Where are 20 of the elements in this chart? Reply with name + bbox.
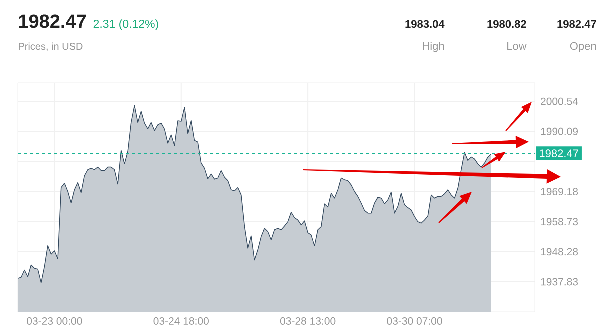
chart-title: 1982.47 <box>19 14 86 28</box>
y-tick-label: 1969.18 <box>541 188 578 196</box>
x-tick-label: 03-24 18:00 <box>154 317 209 325</box>
x-tick-label: 03-23 00:00 <box>27 317 82 325</box>
text: 1980.82 <box>488 20 526 28</box>
text: 1983.04 <box>406 20 445 28</box>
x-tick-label: 03-28 13:00 <box>280 317 336 325</box>
text: Low <box>508 42 527 50</box>
y-tick-label: 2000.54 <box>541 98 578 106</box>
y-tick-label: 1990.09 <box>541 128 578 136</box>
text: 1982.47 <box>558 20 596 28</box>
x-tick-label: 03-30 07:00 <box>387 317 442 325</box>
y-tick-label: 1937.83 <box>541 278 578 286</box>
y-tick-label: 1958.73 <box>541 218 578 226</box>
text: 2.31 (0.12%) <box>94 20 158 30</box>
chart-subtitle: Prices, in USD <box>19 42 83 52</box>
y-tick-label: 1948.28 <box>541 248 578 256</box>
text: Open <box>570 42 596 52</box>
text: High <box>423 42 444 52</box>
ref-line-label: 1982.47 <box>540 150 578 158</box>
